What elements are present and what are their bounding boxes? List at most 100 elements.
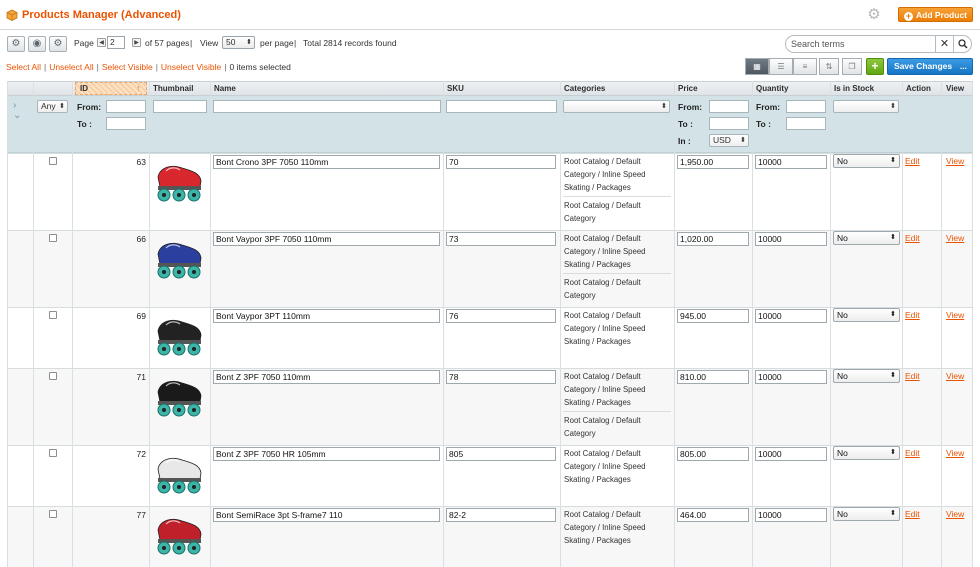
eye-icon[interactable]: ◉ (28, 36, 46, 52)
currency-select[interactable]: USD ⬍ (709, 134, 749, 147)
price-input[interactable]: 805.00 (677, 447, 749, 461)
add-row-button[interactable]: + (866, 58, 884, 75)
view-link[interactable]: View (946, 233, 965, 243)
quantity-input[interactable]: 10000 (755, 447, 827, 461)
product-thumbnail[interactable] (152, 159, 206, 205)
product-name-input[interactable]: Bont Z 3PF 7050 110mm (213, 370, 440, 384)
expand-filters-icon[interactable]: › ⌄ (13, 100, 22, 121)
row-checkbox[interactable] (49, 510, 57, 518)
edit-link[interactable]: Edit (905, 509, 920, 519)
column-header-id[interactable]: ID (80, 84, 88, 93)
quantity-input[interactable]: 10000 (755, 232, 827, 246)
stock-filter-select[interactable]: ⬍ (833, 100, 899, 113)
stock-select[interactable]: No ⬍ (833, 446, 900, 460)
product-thumbnail[interactable] (152, 313, 206, 359)
grid-view-icon[interactable]: ▦ (745, 58, 769, 75)
price-from-input[interactable] (709, 100, 749, 113)
search-icon[interactable] (953, 36, 971, 52)
save-changes-button[interactable]: Save Changes... (887, 58, 973, 75)
id-from-input[interactable] (106, 100, 146, 113)
sku-input[interactable]: 805 (446, 447, 556, 461)
settings-gear-icon[interactable]: ⚙ (867, 6, 881, 23)
stock-select[interactable]: No ⬍ (833, 231, 900, 245)
sku-input[interactable]: 70 (446, 155, 556, 169)
sku-input[interactable]: 73 (446, 232, 556, 246)
price-input[interactable]: 810.00 (677, 370, 749, 384)
product-name-input[interactable]: Bont SemiRace 3pt S-frame7 110 (213, 508, 440, 522)
price-input[interactable]: 945.00 (677, 309, 749, 323)
column-header-is-in-stock[interactable]: Is in Stock (834, 84, 875, 93)
column-header-categories[interactable]: Categories (564, 84, 606, 93)
row-checkbox[interactable] (49, 234, 57, 242)
select-visible-link[interactable]: Select Visible (101, 62, 153, 72)
price-to-input[interactable] (709, 117, 749, 130)
search-input[interactable]: Search terms (791, 39, 845, 49)
sku-filter-input[interactable] (446, 100, 557, 113)
view-link[interactable]: View (946, 509, 965, 519)
select-all-link[interactable]: Select All (6, 62, 41, 72)
column-header-sku[interactable]: SKU (447, 84, 464, 93)
per-page-select[interactable]: 50 ⬍ (222, 36, 255, 49)
edit-link[interactable]: Edit (905, 310, 920, 320)
row-checkbox[interactable] (49, 372, 57, 380)
sort-asc-icon[interactable]: ↑ (136, 83, 141, 93)
qty-to-input[interactable] (786, 117, 826, 130)
product-thumbnail[interactable] (152, 512, 206, 558)
id-to-input[interactable] (106, 117, 146, 130)
quantity-input[interactable]: 10000 (755, 155, 827, 169)
column-header-quantity[interactable]: Quantity (756, 84, 789, 93)
stock-select[interactable]: No ⬍ (833, 507, 900, 521)
prev-page-icon[interactable]: ◀ (97, 38, 106, 47)
edit-link[interactable]: Edit (905, 371, 920, 381)
sku-input[interactable]: 76 (446, 309, 556, 323)
quantity-input[interactable]: 10000 (755, 508, 827, 522)
view-link[interactable]: View (946, 371, 965, 381)
quantity-input[interactable]: 10000 (755, 370, 827, 384)
view-link[interactable]: View (946, 310, 965, 320)
price-input[interactable]: 464.00 (677, 508, 749, 522)
unselect-visible-link[interactable]: Unselect Visible (160, 62, 222, 72)
product-name-input[interactable]: Bont Z 3PF 7050 HR 105mm (213, 447, 440, 461)
product-name-input[interactable]: Bont Vaypor 3PF 7050 110mm (213, 232, 440, 246)
more-options-icon[interactable]: ... (959, 61, 967, 71)
product-name-input[interactable]: Bont Crono 3PF 7050 110mm (213, 155, 440, 169)
page-number-input[interactable]: 2 (107, 36, 125, 49)
edit-link[interactable]: Edit (905, 448, 920, 458)
stock-select[interactable]: No ⬍ (833, 308, 900, 322)
edit-link[interactable]: Edit (905, 156, 920, 166)
price-input[interactable]: 1,020.00 (677, 232, 749, 246)
row-checkbox[interactable] (49, 449, 57, 457)
qty-from-input[interactable] (786, 100, 826, 113)
view-link[interactable]: View (946, 156, 965, 166)
clear-search-icon[interactable]: ✕ (935, 36, 953, 52)
row-checkbox[interactable] (49, 311, 57, 319)
quantity-input[interactable]: 10000 (755, 309, 827, 323)
duplicate-icon[interactable]: ❐ (842, 58, 862, 75)
next-page-icon[interactable]: ▶ (132, 38, 141, 47)
compact-view-icon[interactable]: ≡ (793, 58, 817, 75)
sort-icon[interactable]: ⇅ (819, 58, 839, 75)
view-link[interactable]: View (946, 448, 965, 458)
list-view-icon[interactable]: ☰ (769, 58, 793, 75)
product-thumbnail[interactable] (152, 451, 206, 497)
price-input[interactable]: 1,950.00 (677, 155, 749, 169)
add-product-button[interactable]: + Add Product (898, 7, 973, 22)
product-thumbnail[interactable] (152, 236, 206, 282)
mass-select-filter[interactable]: Any ⬍ (37, 100, 68, 113)
grid-settings-gear-button[interactable]: ⚙ (7, 36, 25, 52)
sku-input[interactable]: 82-2 (446, 508, 556, 522)
sku-input[interactable]: 78 (446, 370, 556, 384)
column-header-name[interactable]: Name (214, 84, 236, 93)
unselect-all-link[interactable]: Unselect All (49, 62, 94, 72)
thumbnail-filter-input[interactable] (153, 100, 207, 113)
product-thumbnail[interactable] (152, 374, 206, 420)
edit-link[interactable]: Edit (905, 233, 920, 243)
row-checkbox[interactable] (49, 157, 57, 165)
stock-select[interactable]: No ⬍ (833, 369, 900, 383)
product-name-input[interactable]: Bont Vaypor 3PT 110mm (213, 309, 440, 323)
name-filter-input[interactable] (213, 100, 441, 113)
stock-select[interactable]: No ⬍ (833, 154, 900, 168)
column-header-price[interactable]: Price (678, 84, 698, 93)
column-header-thumbnail[interactable]: Thumbnail (153, 84, 194, 93)
column-settings-button[interactable]: ⚙ (49, 36, 67, 52)
